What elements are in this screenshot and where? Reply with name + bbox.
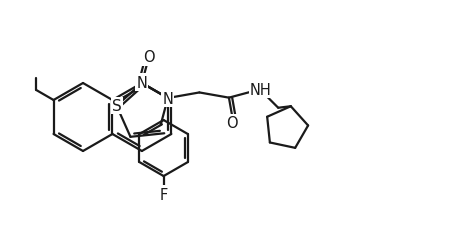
Text: O: O (143, 50, 155, 65)
Text: S: S (112, 99, 122, 114)
Text: O: O (226, 115, 237, 130)
Text: F: F (159, 187, 168, 202)
Text: NH: NH (250, 82, 272, 98)
Text: N: N (163, 91, 173, 106)
Text: N: N (136, 75, 147, 90)
